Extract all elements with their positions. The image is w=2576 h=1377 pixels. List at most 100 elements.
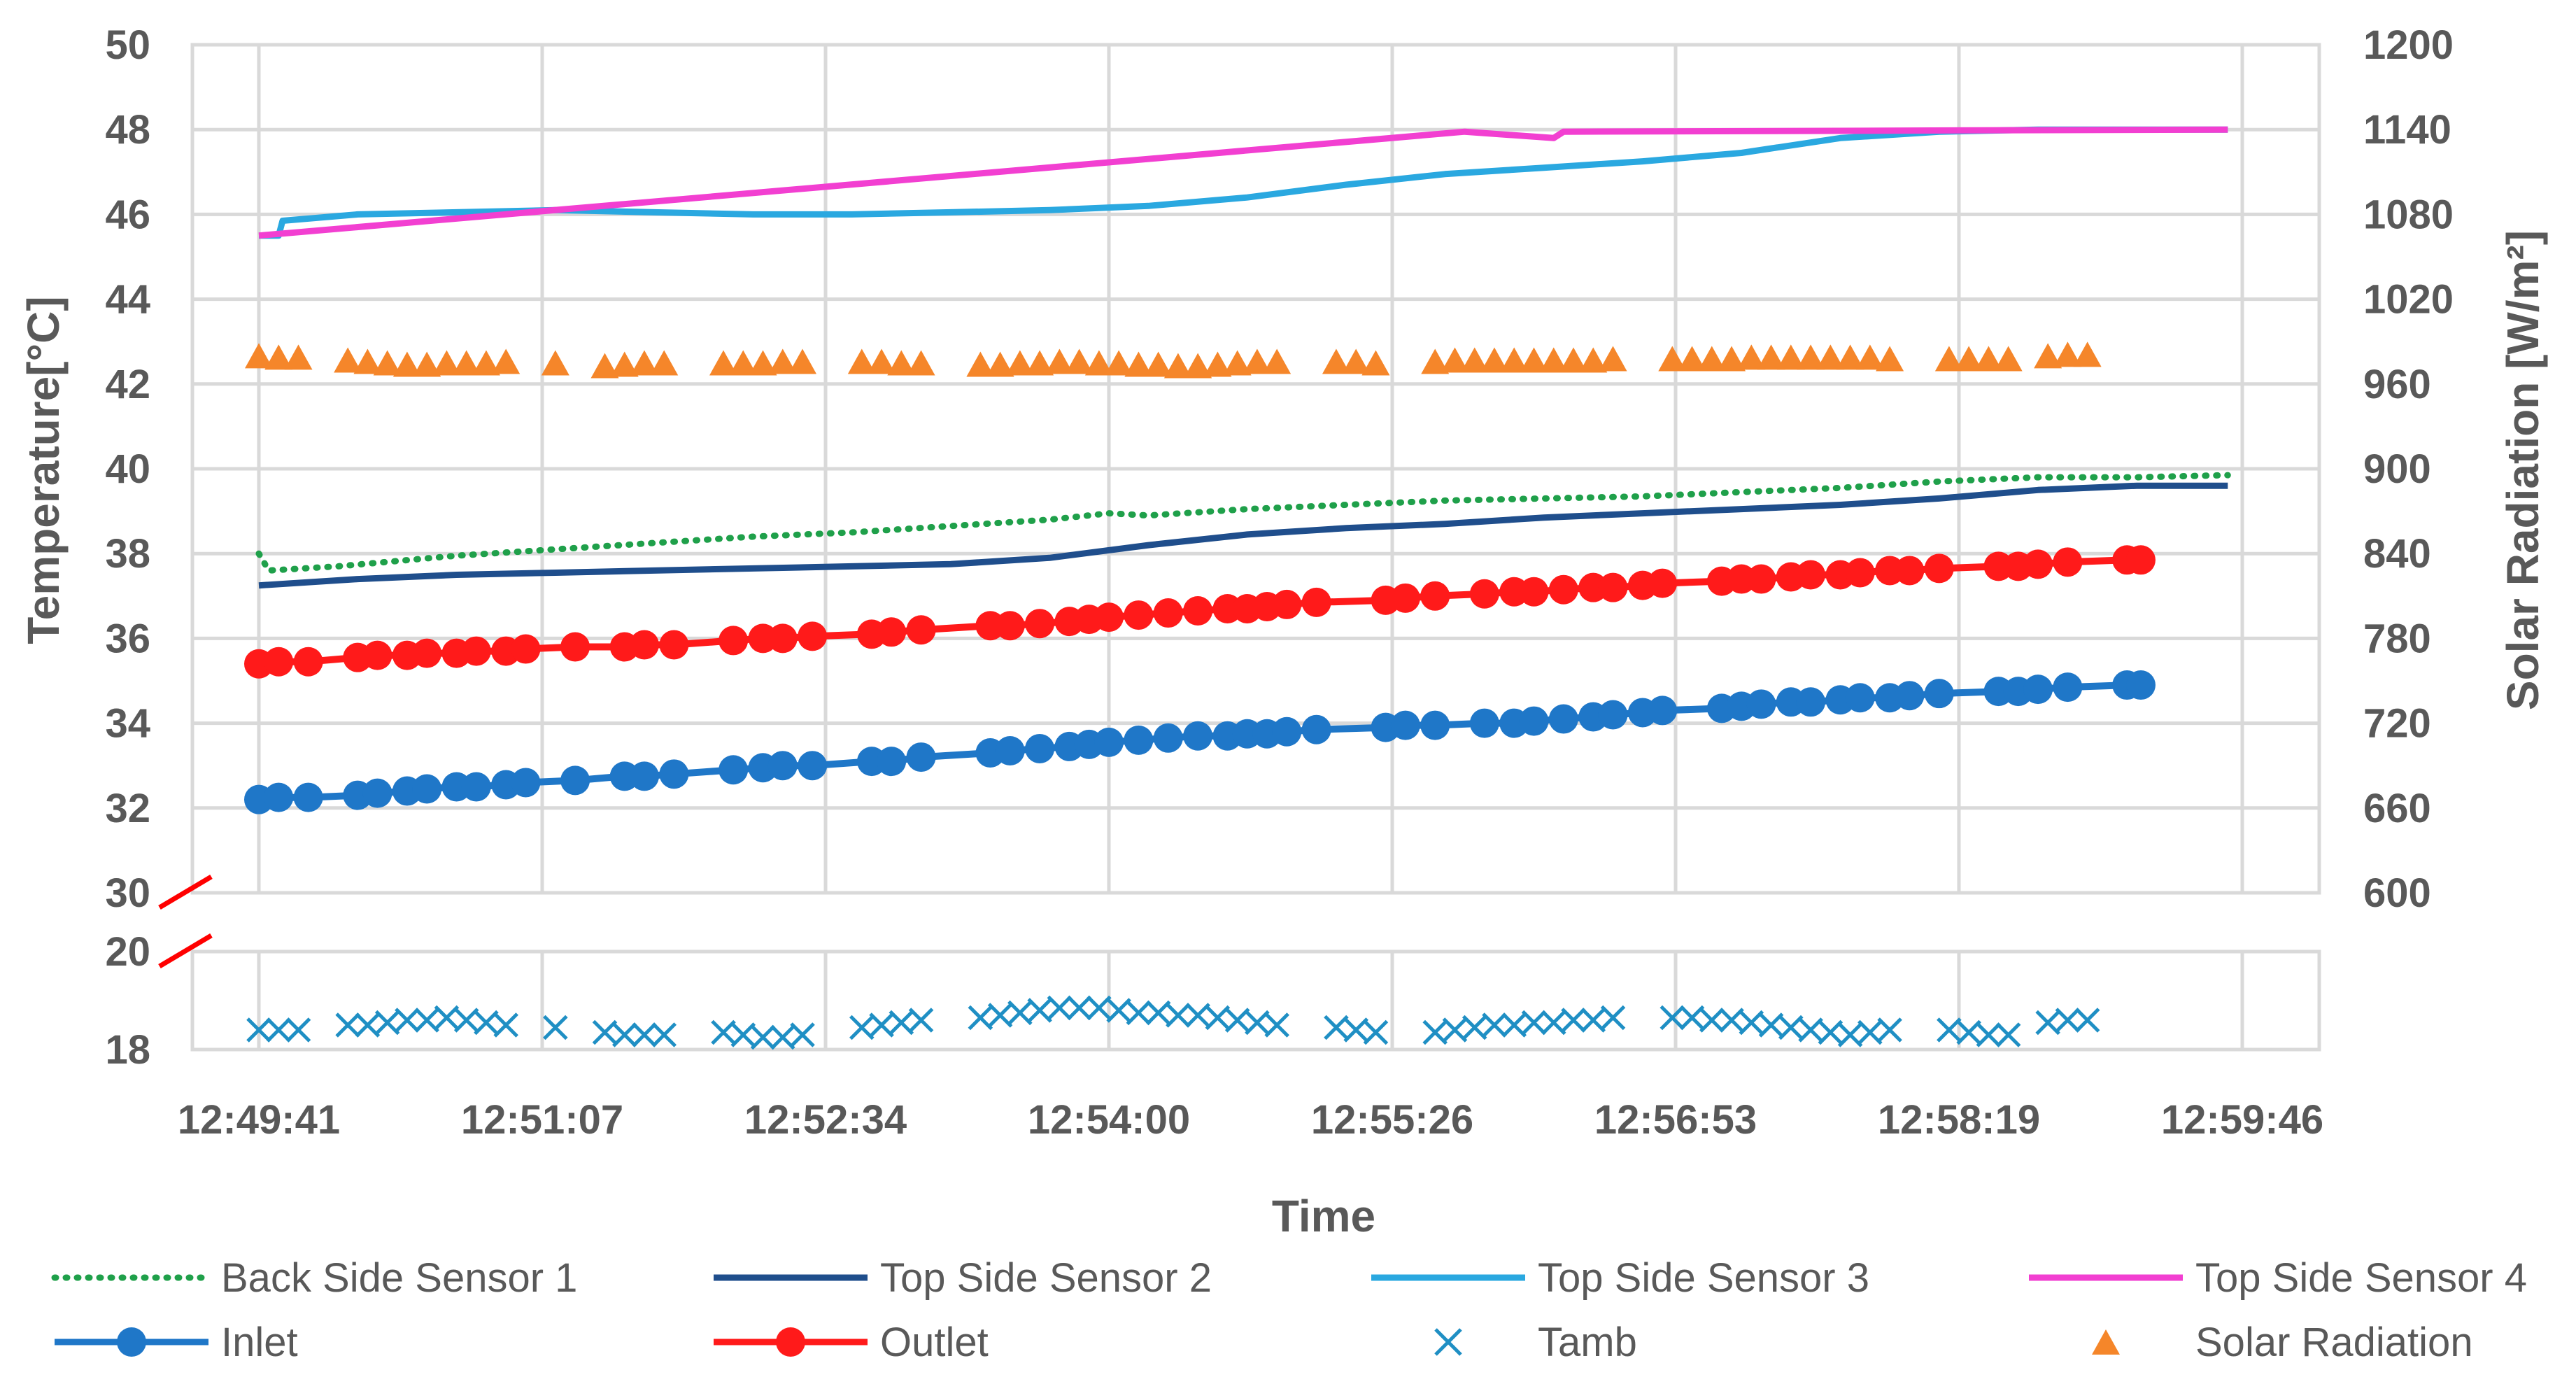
- data-point-inlet: [2053, 672, 2083, 702]
- y-axis-left-tick-label: 40: [105, 446, 150, 492]
- data-point-solar-radiation: [749, 350, 777, 376]
- data-point-solar-radiation: [1124, 351, 1153, 377]
- data-point-solar-radiation: [392, 351, 421, 377]
- y-axis-right-tick-label: 1140: [2363, 107, 2451, 153]
- data-point-tamb: [1482, 1012, 1507, 1038]
- data-point-inlet: [2125, 670, 2156, 700]
- data-point-solar-radiation: [709, 350, 738, 376]
- data-point-tamb: [2055, 1008, 2081, 1033]
- legend-item-solar-radiation: Solar Radiation: [2092, 1320, 2473, 1365]
- y-axis-left-tick-label: 44: [105, 277, 150, 323]
- data-point-solar-radiation: [1816, 344, 1845, 370]
- y-axis-lower-tick-label: 20: [105, 929, 150, 975]
- x-axis-tick-label: 12:51:07: [461, 1097, 623, 1143]
- data-point-solar-radiation: [1441, 347, 1469, 373]
- data-point-inlet: [1025, 733, 1055, 763]
- x-axis-tick-label: 12:58:19: [1878, 1097, 2040, 1143]
- data-point-inlet: [362, 778, 392, 808]
- data-point-solar-radiation: [1737, 344, 1766, 370]
- data-point-solar-radiation: [1797, 344, 1825, 370]
- data-point-tamb: [790, 1022, 815, 1047]
- data-point-inlet: [1301, 714, 1331, 744]
- data-point-tamb: [493, 1012, 518, 1038]
- series-top-side-sensor-4: [258, 126, 2228, 239]
- data-point-inlet: [629, 761, 659, 791]
- legend-swatch-marker: [117, 1327, 146, 1357]
- legend-item-top-side-sensor-4: Top Side Sensor 4: [2029, 1255, 2527, 1301]
- data-point-solar-radiation: [1361, 350, 1390, 376]
- data-point-inlet: [461, 772, 491, 802]
- data-point-solar-radiation: [1994, 346, 2023, 372]
- legend-label: Inlet: [221, 1320, 298, 1365]
- y-axis-right-tick-label: 900: [2363, 446, 2431, 492]
- data-point-solar-radiation: [868, 348, 896, 374]
- data-point-outlet: [293, 647, 323, 677]
- data-point-solar-radiation: [1876, 346, 1904, 372]
- data-point-solar-radiation: [2053, 341, 2082, 367]
- x-axis-tick-label: 12:56:53: [1594, 1097, 1757, 1143]
- data-point-solar-radiation: [966, 351, 995, 377]
- series-line-top-side-sensor-4: [258, 126, 2228, 239]
- data-point-inlet: [293, 782, 323, 812]
- data-point-solar-radiation: [1539, 347, 1568, 373]
- x-axis-tick-label: 12:52:34: [744, 1097, 907, 1143]
- data-point-tamb: [632, 1022, 657, 1047]
- data-point-tamb: [1521, 1010, 1547, 1036]
- data-point-solar-radiation: [768, 348, 797, 374]
- data-point-inlet: [264, 782, 294, 812]
- y-axis-left-title: Temperature[°C]: [18, 296, 69, 644]
- data-point-solar-radiation: [413, 351, 441, 377]
- y-axis-right-tick-label: 660: [2363, 786, 2431, 831]
- data-point-solar-radiation: [1678, 346, 1706, 372]
- data-point-tamb: [395, 1008, 420, 1033]
- legend-swatch-marker: [2092, 1329, 2120, 1355]
- data-point-inlet: [511, 768, 541, 798]
- data-point-solar-radiation: [1836, 344, 1864, 370]
- data-point-tamb: [543, 1015, 568, 1040]
- data-point-solar-radiation: [1263, 348, 1291, 374]
- data-point-outlet: [629, 630, 659, 660]
- y-axis-right-tick-label: 1200: [2363, 22, 2454, 68]
- y-axis-left-tick-label: 46: [105, 192, 150, 237]
- data-point-inlet: [719, 755, 749, 785]
- data-point-solar-radiation: [1005, 350, 1034, 376]
- data-point-tamb: [750, 1024, 776, 1050]
- legend-swatch-marker: [1434, 1328, 1462, 1356]
- data-point-inlet: [1598, 700, 1628, 730]
- data-point-outlet: [1094, 602, 1124, 633]
- axis-break-mark-lower: [158, 933, 213, 969]
- data-point-inlet: [1845, 683, 1875, 713]
- data-point-solar-radiation: [1974, 346, 2003, 372]
- y-axis-left-ticks: 50 48 46 44 42 40 38 36 34 32 30: [105, 22, 150, 916]
- data-point-solar-radiation: [788, 348, 817, 374]
- data-point-solar-radiation: [907, 350, 935, 376]
- data-point-solar-radiation: [1520, 347, 1548, 373]
- data-point-solar-radiation: [432, 350, 461, 376]
- x-axis-ticks: 12:49:41 12:51:07 12:52:34 12:54:00 12:55:26…: [178, 1097, 2323, 1143]
- data-point-outlet: [2023, 549, 2053, 579]
- series-line-top-side-sensor-3: [259, 126, 2228, 239]
- data-point-solar-radiation: [1203, 351, 1232, 377]
- data-point-inlet: [1548, 704, 1578, 734]
- data-point-inlet: [1094, 727, 1124, 757]
- data-point-outlet: [1025, 609, 1055, 639]
- legend-label: Outlet: [880, 1320, 989, 1365]
- y-axis-left-tick-label: 30: [105, 870, 150, 916]
- y-axis-left-tick-label: 34: [105, 701, 150, 747]
- data-point-inlet: [412, 774, 442, 804]
- legend-label: Top Side Sensor 2: [880, 1255, 1212, 1301]
- data-point-tamb: [1976, 1022, 2002, 1047]
- y-axis-left-tick-label: 50: [105, 22, 150, 68]
- data-point-inlet: [1124, 725, 1154, 755]
- data-point-tamb: [1264, 1012, 1289, 1038]
- legend-item-tamb: Tamb: [1434, 1320, 1637, 1365]
- data-point-solar-radiation: [1480, 347, 1508, 373]
- data-point-outlet: [1124, 600, 1154, 630]
- data-point-solar-radiation: [1223, 350, 1252, 376]
- data-point-inlet: [906, 742, 936, 772]
- data-point-solar-radiation: [1322, 348, 1350, 374]
- data-point-inlet: [1924, 679, 1954, 709]
- data-point-inlet: [1420, 710, 1450, 740]
- data-point-solar-radiation: [1163, 353, 1192, 379]
- legend-item-top-side-sensor-2: Top Side Sensor 2: [714, 1255, 1212, 1301]
